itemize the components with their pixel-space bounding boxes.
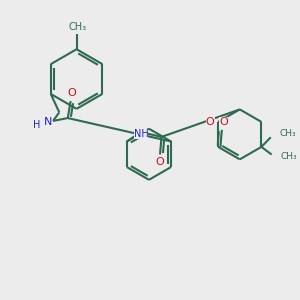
Text: H: H xyxy=(34,120,41,130)
Text: NH: NH xyxy=(134,128,148,139)
Text: CH₃: CH₃ xyxy=(280,152,297,161)
Text: O: O xyxy=(219,117,228,127)
Text: O: O xyxy=(68,88,76,98)
Text: CH₃: CH₃ xyxy=(279,129,296,138)
Text: CH₃: CH₃ xyxy=(68,22,86,32)
Text: O: O xyxy=(206,117,214,127)
Text: O: O xyxy=(156,158,164,167)
Text: N: N xyxy=(44,117,52,127)
